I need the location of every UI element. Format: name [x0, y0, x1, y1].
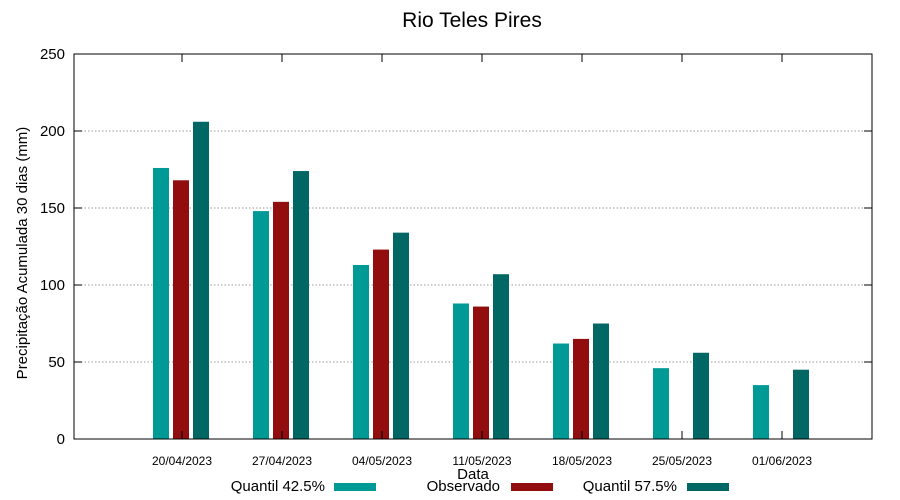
bar-quantil-42-5--4	[553, 343, 569, 439]
legend-label: Quantil 42.5%	[231, 478, 325, 495]
y-tick-label: 50	[48, 354, 65, 371]
bar-quantil-57-5--5	[693, 352, 709, 439]
legend-label: Observado	[427, 478, 500, 495]
bar-quantil-42-5--6	[753, 385, 769, 439]
bar-quantil-42-5--0	[153, 167, 169, 439]
bar-quantil-57-5--0	[193, 121, 209, 439]
legend-swatch	[511, 483, 553, 491]
legend-swatch	[687, 483, 729, 491]
legend-swatch	[334, 483, 376, 491]
y-tick-label: 0	[57, 431, 65, 448]
bar-quantil-57-5--4	[593, 323, 609, 439]
x-tick-label: 20/04/2023	[152, 454, 212, 468]
bar-observado-3	[473, 306, 489, 439]
bar-quantil-57-5--3	[493, 274, 509, 439]
y-tick-label: 200	[40, 123, 65, 140]
bar-quantil-42-5--3	[453, 303, 469, 439]
x-tick-label: 04/05/2023	[352, 454, 412, 468]
bar-observado-2	[373, 249, 389, 439]
bar-quantil-57-5--1	[293, 171, 309, 440]
chart-title: Rio Teles Pires	[402, 9, 542, 32]
x-tick-label: 25/05/2023	[652, 454, 712, 468]
y-axis-label: Precipitação Acumulada 30 dias (mm)	[14, 127, 31, 380]
x-tick-label: 01/06/2023	[752, 454, 812, 468]
bar-observado-4	[573, 338, 589, 439]
bars	[153, 121, 809, 440]
y-tick-label: 100	[40, 277, 65, 294]
y-tick-label: 250	[40, 46, 65, 63]
legend-label: Quantil 57.5%	[583, 478, 677, 495]
y-ticks: 0 50 100 150 200 250	[40, 46, 872, 448]
bar-observado-0	[173, 180, 189, 439]
bar-quantil-42-5--2	[353, 264, 369, 439]
bar-quantil-57-5--2	[393, 232, 409, 439]
bar-quantil-57-5--6	[793, 369, 809, 439]
bar-quantil-42-5--1	[253, 211, 269, 439]
bar-quantil-42-5--5	[653, 368, 669, 439]
x-tick-label: 27/04/2023	[252, 454, 312, 468]
bar-observado-1	[273, 201, 289, 439]
plot-frame	[73, 53, 873, 440]
y-tick-label: 150	[40, 200, 65, 217]
legend: Quantil 42.5% Observado Quantil 57.5%	[231, 478, 729, 495]
x-tick-label: 11/05/2023	[452, 454, 511, 468]
x-ticks: 20/04/2023 27/04/2023 04/05/2023 11/05/2023…	[152, 54, 812, 468]
x-tick-label: 18/05/2023	[552, 454, 612, 468]
x-axis-label: Data	[457, 466, 489, 483]
